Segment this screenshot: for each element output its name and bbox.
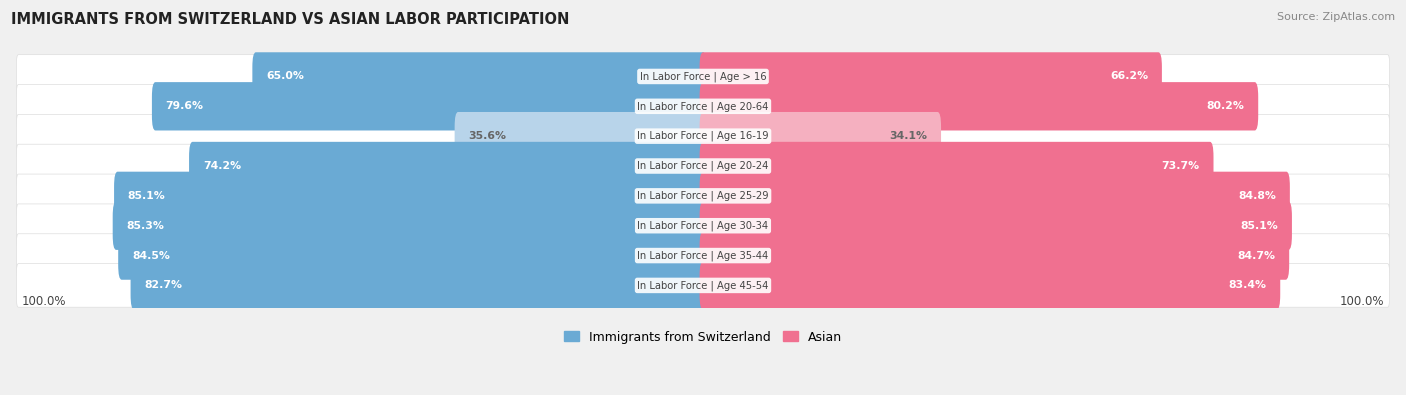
- Text: 84.7%: 84.7%: [1237, 250, 1275, 261]
- Text: 83.4%: 83.4%: [1229, 280, 1267, 290]
- Text: In Labor Force | Age 35-44: In Labor Force | Age 35-44: [637, 250, 769, 261]
- Text: 74.2%: 74.2%: [202, 161, 240, 171]
- FancyBboxPatch shape: [17, 263, 1389, 307]
- FancyBboxPatch shape: [188, 142, 706, 190]
- FancyBboxPatch shape: [17, 174, 1389, 218]
- Text: 85.3%: 85.3%: [127, 221, 165, 231]
- FancyBboxPatch shape: [17, 55, 1389, 98]
- FancyBboxPatch shape: [700, 231, 1289, 280]
- FancyBboxPatch shape: [112, 201, 706, 250]
- Text: In Labor Force | Age > 16: In Labor Force | Age > 16: [640, 71, 766, 82]
- FancyBboxPatch shape: [700, 52, 1161, 101]
- Text: 34.1%: 34.1%: [889, 131, 928, 141]
- Legend: Immigrants from Switzerland, Asian: Immigrants from Switzerland, Asian: [558, 325, 848, 348]
- Text: In Labor Force | Age 20-24: In Labor Force | Age 20-24: [637, 161, 769, 171]
- Text: 73.7%: 73.7%: [1161, 161, 1199, 171]
- Text: 84.8%: 84.8%: [1239, 191, 1277, 201]
- Text: In Labor Force | Age 30-34: In Labor Force | Age 30-34: [637, 220, 769, 231]
- Text: In Labor Force | Age 16-19: In Labor Force | Age 16-19: [637, 131, 769, 141]
- Text: 82.7%: 82.7%: [145, 280, 183, 290]
- Text: IMMIGRANTS FROM SWITZERLAND VS ASIAN LABOR PARTICIPATION: IMMIGRANTS FROM SWITZERLAND VS ASIAN LAB…: [11, 12, 569, 27]
- Text: 35.6%: 35.6%: [468, 131, 506, 141]
- FancyBboxPatch shape: [700, 142, 1213, 190]
- FancyBboxPatch shape: [700, 172, 1289, 220]
- Text: In Labor Force | Age 45-54: In Labor Force | Age 45-54: [637, 280, 769, 291]
- FancyBboxPatch shape: [252, 52, 706, 101]
- Text: 84.5%: 84.5%: [132, 250, 170, 261]
- FancyBboxPatch shape: [700, 112, 941, 160]
- Text: 85.1%: 85.1%: [1240, 221, 1278, 231]
- Text: Source: ZipAtlas.com: Source: ZipAtlas.com: [1277, 12, 1395, 22]
- Text: 85.1%: 85.1%: [128, 191, 166, 201]
- FancyBboxPatch shape: [114, 172, 706, 220]
- Text: 79.6%: 79.6%: [166, 101, 204, 111]
- Text: In Labor Force | Age 20-64: In Labor Force | Age 20-64: [637, 101, 769, 111]
- FancyBboxPatch shape: [17, 115, 1389, 158]
- Text: 80.2%: 80.2%: [1206, 101, 1244, 111]
- FancyBboxPatch shape: [131, 261, 706, 310]
- FancyBboxPatch shape: [700, 82, 1258, 130]
- FancyBboxPatch shape: [17, 204, 1389, 248]
- FancyBboxPatch shape: [118, 231, 706, 280]
- Text: In Labor Force | Age 25-29: In Labor Force | Age 25-29: [637, 191, 769, 201]
- Text: 100.0%: 100.0%: [1340, 295, 1384, 308]
- Text: 100.0%: 100.0%: [22, 295, 66, 308]
- Text: 65.0%: 65.0%: [266, 71, 304, 81]
- FancyBboxPatch shape: [17, 234, 1389, 277]
- FancyBboxPatch shape: [152, 82, 706, 130]
- FancyBboxPatch shape: [454, 112, 706, 160]
- FancyBboxPatch shape: [700, 261, 1281, 310]
- FancyBboxPatch shape: [17, 85, 1389, 128]
- FancyBboxPatch shape: [17, 144, 1389, 188]
- Text: 66.2%: 66.2%: [1109, 71, 1149, 81]
- FancyBboxPatch shape: [700, 201, 1292, 250]
